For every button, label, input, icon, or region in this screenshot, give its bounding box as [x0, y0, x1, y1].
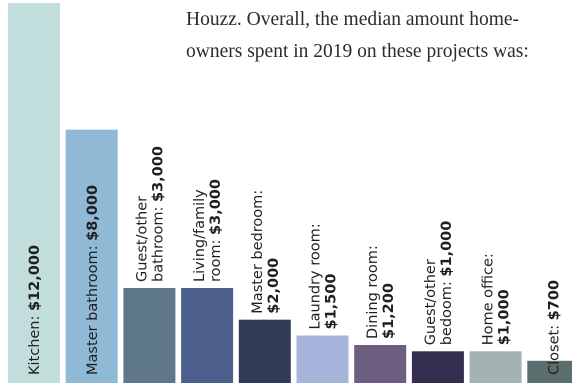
bar-7: [354, 345, 407, 383]
bar-1: [8, 3, 60, 383]
bar-4: [181, 288, 234, 383]
bar-2: [65, 129, 118, 383]
bar-label-5: Master bedroom:$2,000: [250, 190, 282, 314]
bar-6: [296, 335, 349, 383]
bar-label-4: Living/familyroom: $3,000: [192, 179, 224, 282]
bar-label-8: Guest/otherbedoom: $1,000: [423, 221, 455, 346]
intro-text: Houzz. Overall, the median amount home- …: [186, 4, 572, 68]
bar-label-1: Kitchen: $12,000: [27, 245, 43, 375]
intro-line-2: owners spent in 2019 on these projects w…: [186, 41, 529, 62]
bar-label-3: Guest/otherbathroom: $3,000: [134, 146, 166, 282]
bar-8: [411, 351, 464, 383]
bar-5: [238, 319, 291, 383]
bar-label-6: Laundry room:$1,500: [308, 223, 340, 329]
bar-10: [527, 360, 572, 383]
bar-3: [123, 288, 176, 383]
bar-9: [469, 351, 522, 383]
bar-label-9: Home office:$1,000: [481, 253, 513, 345]
bar-label-10: Closet: $700: [547, 280, 563, 375]
bar-label-2: Master bathroom: $8,000: [85, 185, 101, 375]
intro-line-1: Houzz. Overall, the median amount home-: [186, 9, 520, 30]
bar-label-7: Dining room:$1,200: [365, 245, 397, 339]
